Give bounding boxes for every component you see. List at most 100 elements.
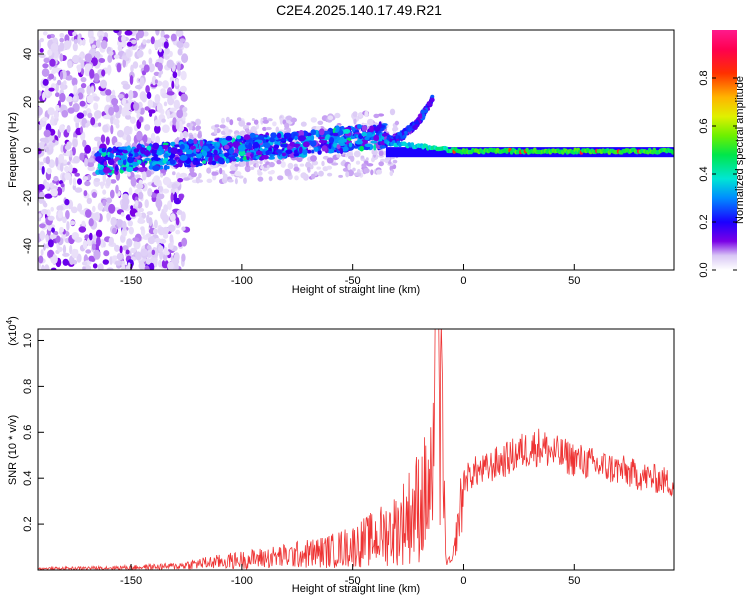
spectrogram-cell — [145, 258, 151, 265]
spectrogram-cell — [84, 264, 91, 270]
spectrogram-cell — [671, 150, 674, 155]
spectrogram-cell — [175, 78, 179, 87]
spectrogram-cell — [136, 183, 144, 190]
y-tick-label: 0.6 — [22, 425, 34, 440]
spectrogram-cell — [188, 153, 197, 157]
spectrogram-cell — [156, 193, 165, 200]
spectrogram-cell — [190, 172, 197, 178]
spectrogram-cell — [137, 30, 145, 39]
spectrogram-cell — [289, 141, 295, 147]
spectrogram-cell — [128, 90, 134, 100]
spectrogram-cell — [108, 106, 115, 116]
spectrogram-cell — [280, 161, 286, 168]
spectrogram-cell — [67, 107, 75, 114]
spectrogram-cell — [61, 110, 69, 118]
spectrogram-cell — [127, 157, 134, 164]
spectrogram-cell — [114, 141, 123, 147]
spectrogram-cell — [176, 109, 184, 119]
spectrogram-cell — [270, 132, 277, 139]
spectrogram-cell — [310, 155, 317, 162]
spectrogram-cell — [102, 114, 111, 120]
spectrogram-cell — [83, 190, 88, 197]
spectrogram-cell — [110, 179, 117, 184]
spectrogram-cell — [82, 139, 87, 148]
spectrogram-cell — [179, 154, 188, 161]
spectrogram-cell — [126, 134, 132, 144]
spectrogram-cell — [91, 44, 97, 49]
spectrogram-cell — [45, 146, 50, 153]
spectrogram-cell — [351, 127, 356, 133]
spectrogram-cell — [64, 172, 72, 181]
spectrogram-cell — [108, 159, 115, 165]
spectrogram-cell — [412, 125, 416, 130]
spectrogram-cell — [129, 75, 134, 85]
spectrogram-cell — [220, 163, 228, 168]
spectrogram-cell — [294, 135, 298, 141]
spectrogram-cell — [211, 160, 217, 166]
spectrogram-cell — [62, 258, 69, 266]
spectrogram-cell — [121, 263, 126, 270]
spectrogram-cell — [107, 54, 113, 63]
spectrogram-cell — [377, 113, 385, 117]
spectrogram-cell — [375, 169, 383, 175]
spectrogram-cell — [299, 163, 305, 167]
spectrogram-cell — [103, 166, 111, 174]
spectrogram-cell — [99, 181, 106, 187]
spectrogram-cell — [175, 120, 180, 130]
spectrogram-cell — [59, 124, 65, 133]
spectrogram-cell — [332, 132, 339, 137]
spectrogram-cell — [251, 118, 255, 121]
spectrogram-cell — [162, 232, 169, 239]
spectrogram-cell — [365, 157, 369, 162]
spectrogram-cell — [151, 249, 156, 255]
spectrogram-cell — [41, 208, 49, 215]
spectrogram-cell — [146, 244, 152, 250]
spectrogram-cell — [167, 224, 176, 232]
figure-title: C2E4.2025.140.17.49.R21 — [276, 2, 442, 18]
spectrogram-cell — [58, 153, 65, 163]
spectrogram-cell — [181, 226, 186, 231]
spectrogram-cell — [378, 161, 385, 167]
spectrogram-cell — [183, 177, 190, 181]
spectrogram-cell — [338, 142, 346, 147]
spectrogram-cell — [174, 144, 181, 148]
spectrogram-cell — [179, 172, 188, 178]
spectrogram-cell — [355, 140, 363, 145]
spectrogram-cell — [48, 87, 55, 92]
spectrogram-cell — [110, 124, 114, 135]
spectrogram-cell — [88, 218, 94, 227]
spectrogram-cell — [373, 113, 380, 119]
spectrogram-cell — [59, 162, 64, 172]
spectrogram-cell — [163, 41, 169, 49]
spectrogram-cell — [175, 229, 181, 235]
spectrogram-cell — [373, 134, 380, 142]
spectrogram-cell — [111, 98, 119, 106]
spectrogram-cell — [72, 54, 80, 64]
spectrogram-cell — [86, 85, 92, 96]
spectrogram-cell — [105, 177, 112, 187]
spectrogram-cell — [144, 265, 150, 270]
spectrogram-cell — [102, 199, 107, 207]
spectrogram-cell — [268, 176, 273, 182]
spectrogram-cell — [158, 238, 167, 244]
spectrogram-cell — [113, 30, 120, 34]
spectrogram-cell — [420, 109, 425, 114]
spectrogram-cell — [154, 189, 160, 194]
spectrogram-cell — [136, 130, 143, 141]
spectrogram-cell — [121, 197, 130, 206]
spectrogram-cell — [172, 117, 177, 126]
spectrogram-cell — [137, 217, 144, 224]
spectrogram-cell — [293, 166, 300, 172]
spectrogram-cell — [288, 137, 293, 143]
spectrogram-cell — [66, 125, 71, 133]
spectrogram-cell — [234, 177, 238, 185]
spectrogram-cell — [109, 152, 114, 159]
spectrogram-cell — [110, 189, 115, 199]
spectrogram-cell — [392, 159, 398, 164]
spectrogram-cell — [262, 126, 267, 131]
spectrogram-cell — [392, 126, 399, 132]
spectrogram-cell — [159, 36, 166, 43]
spectrogram-cell — [146, 145, 152, 151]
spectrogram-cell — [257, 171, 263, 176]
